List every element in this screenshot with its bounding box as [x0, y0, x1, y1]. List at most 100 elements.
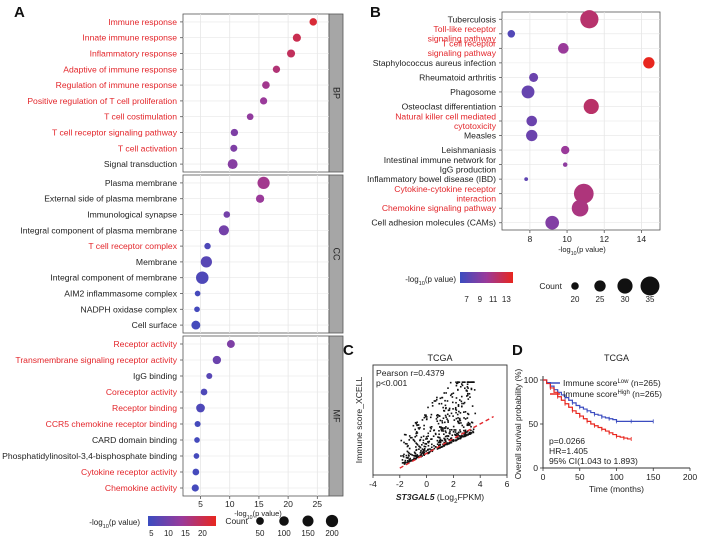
panel-c-point — [445, 443, 447, 446]
panel-c-xaxis-title: ST3GAL5 (Log2FPKM) — [396, 492, 484, 505]
panel-c-point — [437, 422, 440, 425]
panel-c-point — [421, 419, 424, 421]
panel-c-point — [458, 381, 461, 383]
panel-c-point — [470, 425, 472, 428]
panel-c-point — [461, 424, 464, 427]
panel-c-point — [417, 455, 420, 458]
panel-c-point — [439, 439, 442, 441]
panel-c-point — [454, 439, 457, 442]
panel-c-point — [455, 397, 458, 399]
panel-b-point — [558, 43, 569, 54]
panel-b-term-label: Staphylococcus aureus infection — [373, 58, 496, 68]
panel-b-colorbar — [460, 272, 513, 283]
panel-c-point — [450, 393, 453, 395]
panel-c-point — [463, 429, 465, 432]
panel-c-point — [437, 447, 440, 450]
panel-c-point — [457, 434, 459, 436]
panel-b-size-legend-label: 35 — [646, 295, 655, 304]
panel-b-term-label: Intestinal immune network for — [384, 155, 496, 165]
panel-c-point — [408, 452, 411, 455]
panel-c-point — [464, 430, 467, 433]
panel-c-point — [457, 437, 459, 439]
panel-b-xtick-label: 14 — [637, 234, 647, 244]
panel-c-point — [413, 451, 416, 454]
panel-c-point — [414, 457, 417, 460]
panel-a-term-label: Cytokine receptor activity — [81, 467, 178, 477]
panel-c-point — [441, 396, 443, 399]
panel-c-point — [454, 433, 456, 436]
panel-a-point — [259, 97, 268, 105]
panel-c-point — [444, 430, 447, 432]
panel-a-point — [200, 256, 213, 268]
panel-c-point — [455, 417, 458, 420]
panel-b-point — [573, 183, 594, 204]
panel-b-point — [562, 162, 568, 167]
panel-c-point — [437, 441, 440, 444]
panel-c-point — [467, 423, 470, 426]
panel-a-term-label: Adaptive of immune response — [63, 64, 177, 74]
panel-c-point — [472, 430, 474, 433]
panel-c-point — [458, 422, 461, 425]
panel-c-point — [416, 421, 418, 424]
panel-c-point — [406, 443, 408, 445]
panel-c-point — [450, 441, 453, 444]
panel-c-point — [404, 462, 406, 465]
panel-c-point — [470, 388, 473, 391]
panel-a-size-legend-dot — [302, 515, 314, 527]
panel-a-point — [230, 144, 238, 152]
panel-c-point — [459, 436, 462, 438]
panel-c-point — [431, 438, 433, 440]
panel-c-point — [417, 424, 420, 426]
panel-c-point — [454, 431, 457, 433]
panel-c-point — [464, 433, 467, 436]
panel-c-point — [469, 433, 471, 435]
panel-c-point — [466, 383, 469, 386]
panel-c-point — [458, 399, 461, 401]
panel-c-point — [470, 432, 472, 435]
panel-c-point — [474, 412, 477, 415]
panel-c-annotation-p: p<0.001 — [376, 378, 408, 388]
panel-c-point — [413, 457, 415, 459]
panel-c-point — [424, 442, 426, 445]
panel-c-point — [434, 400, 437, 402]
panel-c-point — [442, 406, 444, 409]
panel-c-point — [412, 424, 415, 427]
panel-c-point — [419, 426, 421, 429]
panel-c-point — [434, 445, 437, 448]
panel-a-strip-label: BP — [332, 87, 342, 99]
panel-c-point — [433, 447, 436, 450]
panel-c-point — [423, 445, 426, 448]
panel-a-term-label: Plasma membrane — [105, 178, 177, 188]
panel-c-point — [446, 413, 449, 416]
panel-c-point — [423, 416, 426, 419]
panel-c-point — [445, 431, 447, 434]
panel-c-point — [469, 396, 471, 398]
panel-a-point — [194, 437, 200, 443]
panel-c-point — [432, 435, 435, 438]
panel-c-point — [467, 421, 470, 424]
panel-a-term-label: Positive regulation of T cell proliferat… — [27, 96, 177, 106]
panel-a-strip-label: MF — [332, 410, 342, 423]
panel-c-point — [436, 396, 438, 399]
panel-c-point — [433, 444, 435, 447]
panel-a-term-label: Immune response — [108, 17, 177, 27]
panel-c-point — [448, 415, 451, 417]
panel-c-point — [439, 440, 442, 443]
panel-a-term-label: AIM2 inflammasome complex — [64, 289, 177, 299]
panel-c-point — [427, 406, 429, 409]
panel-b-term-label: signaling pathway — [428, 48, 497, 58]
panel-c-point — [415, 422, 418, 425]
panel-b-point — [521, 85, 535, 99]
panel-c-point — [452, 440, 455, 443]
panel-b-size-legend-dot — [594, 280, 606, 292]
panel-a-xtick-label: 20 — [283, 499, 293, 509]
panel-a-point — [246, 113, 254, 121]
panel-c-point — [446, 442, 448, 445]
panel-label-d: D — [512, 342, 523, 359]
panel-c-point — [442, 445, 445, 447]
panel-c-point — [470, 381, 473, 383]
panel-c-point — [438, 433, 440, 436]
panel-c-point — [449, 430, 451, 433]
panel-a-point — [193, 453, 200, 459]
